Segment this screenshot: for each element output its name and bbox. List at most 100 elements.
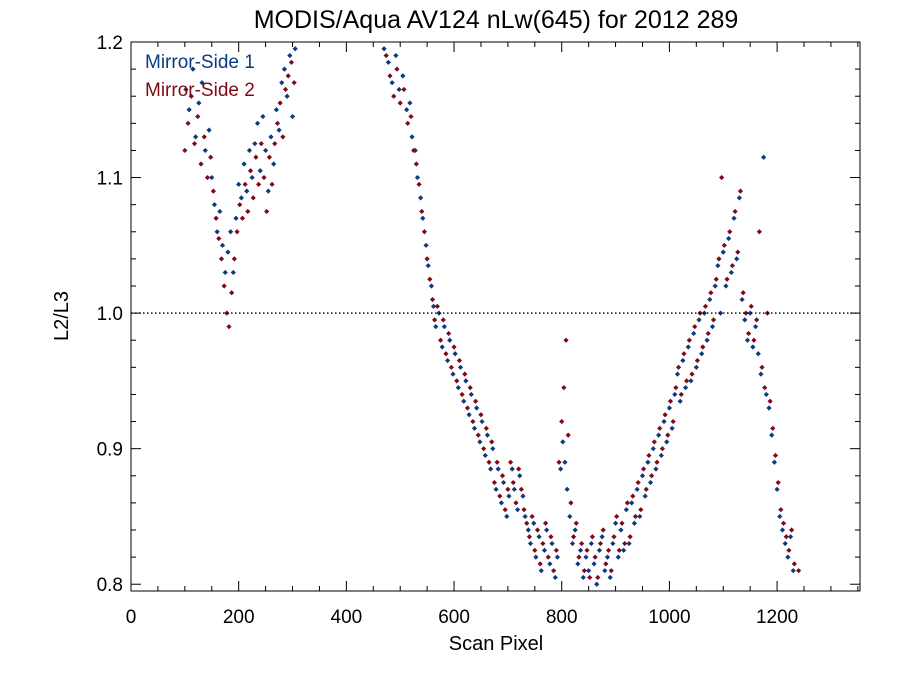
data-point-series-1 bbox=[541, 547, 548, 553]
data-point-series-2 bbox=[481, 446, 487, 452]
data-point-series-2 bbox=[719, 174, 725, 181]
data-point-series-1 bbox=[650, 446, 656, 452]
data-point-series-2 bbox=[507, 459, 514, 465]
data-point-series-2 bbox=[432, 317, 438, 323]
data-point-series-1 bbox=[196, 100, 202, 106]
data-point-series-1 bbox=[186, 107, 192, 113]
y-tick-label: 0.8 bbox=[97, 575, 123, 596]
data-point-series-2 bbox=[542, 520, 549, 526]
data-point-series-2 bbox=[502, 507, 508, 513]
data-point-series-2 bbox=[568, 500, 574, 506]
data-point-series-1 bbox=[531, 520, 537, 526]
data-point-series-2 bbox=[456, 357, 463, 364]
data-point-series-1 bbox=[482, 452, 488, 459]
legend-entry-mirror-side-1: Mirror-Side 1 bbox=[145, 52, 255, 73]
data-point-series-1 bbox=[612, 520, 619, 526]
data-point-series-2 bbox=[516, 466, 522, 472]
x-tick-label: 400 bbox=[331, 607, 363, 628]
data-point-series-2 bbox=[657, 425, 663, 431]
data-point-series-2 bbox=[737, 188, 744, 194]
data-point-series-1 bbox=[726, 235, 732, 242]
data-point-series-1 bbox=[615, 554, 621, 560]
data-point-series-2 bbox=[272, 141, 278, 147]
data-point-series-1 bbox=[393, 52, 399, 59]
data-point-series-2 bbox=[732, 208, 738, 215]
data-point-series-1 bbox=[468, 391, 474, 398]
data-point-series-1 bbox=[404, 107, 410, 113]
data-point-series-1 bbox=[276, 127, 282, 133]
data-point-series-2 bbox=[489, 439, 495, 445]
data-point-series-2 bbox=[614, 513, 620, 520]
data-point-series-2 bbox=[434, 303, 440, 309]
data-point-series-1 bbox=[763, 391, 769, 398]
data-point-series-1 bbox=[418, 195, 424, 201]
data-point-series-2 bbox=[759, 364, 765, 370]
data-point-series-1 bbox=[400, 73, 406, 79]
legend: Mirror-Side 1 Mirror-Side 2 bbox=[145, 52, 255, 101]
data-point-series-2 bbox=[608, 568, 614, 574]
data-point-series-2 bbox=[239, 215, 246, 221]
data-point-series-1 bbox=[495, 466, 501, 472]
data-point-series-2 bbox=[632, 513, 639, 520]
x-tick-label: 1000 bbox=[648, 607, 690, 628]
data-point-series-1 bbox=[761, 154, 767, 160]
data-point-series-2 bbox=[553, 547, 559, 553]
data-point-series-1 bbox=[785, 554, 791, 560]
data-point-series-1 bbox=[552, 574, 558, 581]
data-point-series-1 bbox=[433, 324, 439, 330]
data-point-series-1 bbox=[281, 66, 288, 72]
data-point-series-2 bbox=[789, 527, 795, 533]
data-point-series-1 bbox=[452, 351, 458, 357]
data-point-series-2 bbox=[589, 534, 596, 540]
data-point-series-2 bbox=[556, 459, 562, 465]
data-point-series-1 bbox=[704, 337, 710, 343]
data-point-series-2 bbox=[622, 540, 628, 547]
data-point-series-2 bbox=[710, 317, 717, 323]
data-point-series-2 bbox=[640, 466, 647, 472]
data-point-series-2 bbox=[600, 527, 606, 533]
data-point-series-1 bbox=[560, 439, 566, 445]
data-point-series-1 bbox=[488, 466, 494, 472]
data-point-series-2 bbox=[505, 486, 511, 492]
data-point-series-2 bbox=[237, 202, 243, 208]
data-point-series-1 bbox=[750, 344, 756, 350]
data-point-series-1 bbox=[723, 283, 729, 289]
data-point-series-1 bbox=[533, 554, 539, 560]
data-point-series-2 bbox=[472, 398, 479, 404]
data-point-series-2 bbox=[745, 330, 752, 337]
data-point-series-2 bbox=[221, 283, 227, 289]
data-point-series-2 bbox=[670, 418, 676, 425]
data-point-series-1 bbox=[504, 513, 510, 520]
data-point-series-1 bbox=[731, 215, 737, 221]
data-point-series-1 bbox=[610, 540, 616, 547]
data-point-series-1 bbox=[728, 269, 734, 276]
data-point-series-1 bbox=[517, 473, 523, 479]
x-tick-label: 200 bbox=[223, 607, 255, 628]
data-point-series-1 bbox=[279, 80, 285, 86]
data-point-series-1 bbox=[782, 540, 788, 547]
data-point-series-2 bbox=[561, 385, 567, 391]
data-point-series-1 bbox=[717, 310, 724, 316]
data-point-series-2 bbox=[673, 385, 679, 391]
data-point-series-1 bbox=[230, 269, 236, 276]
data-point-series-1 bbox=[484, 432, 491, 438]
data-point-series-1 bbox=[602, 568, 608, 574]
data-point-series-1 bbox=[430, 303, 437, 309]
data-point-series-2 bbox=[256, 181, 262, 187]
data-point-series-2 bbox=[291, 80, 297, 86]
data-point-series-1 bbox=[520, 493, 526, 499]
data-point-series-1 bbox=[752, 324, 759, 330]
y-tick-label: 1.2 bbox=[97, 33, 123, 54]
data-point-series-1 bbox=[538, 568, 544, 574]
data-point-series-2 bbox=[261, 174, 267, 181]
data-point-series-1 bbox=[254, 120, 261, 126]
data-point-series-1 bbox=[228, 229, 234, 235]
data-point-series-1 bbox=[217, 208, 223, 215]
data-point-series-1 bbox=[536, 534, 542, 540]
data-point-series-2 bbox=[250, 195, 256, 201]
data-point-series-1 bbox=[688, 378, 694, 384]
data-point-series-2 bbox=[754, 317, 760, 323]
data-point-series-1 bbox=[202, 147, 208, 154]
data-point-series-1 bbox=[466, 412, 472, 418]
data-point-series-1 bbox=[604, 554, 611, 560]
